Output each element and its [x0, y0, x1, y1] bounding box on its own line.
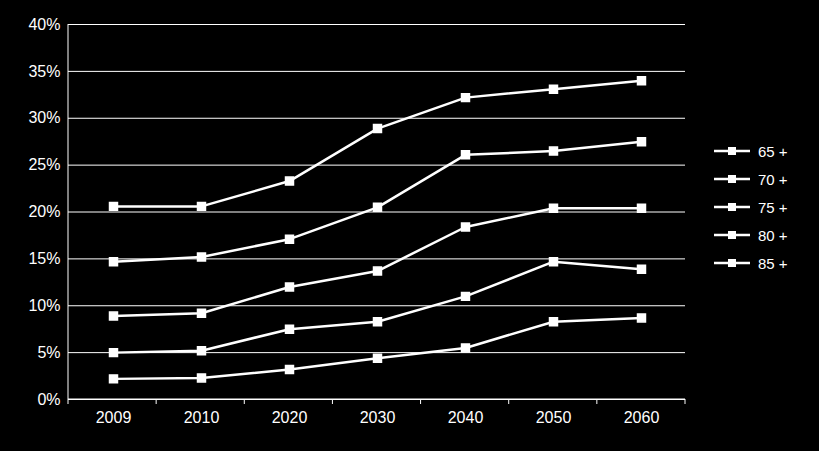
svg-text:35%: 35%: [28, 62, 60, 79]
svg-text:40%: 40%: [28, 16, 60, 33]
html-text:85 +: 85 +: [758, 254, 788, 272]
html-text:80 +: 80 +: [758, 226, 788, 244]
svg-text:15%: 15%: [28, 250, 60, 267]
svg-text:2020: 2020: [272, 409, 308, 426]
svg-text:2040: 2040: [448, 409, 484, 426]
svg-text:2060: 2060: [624, 409, 660, 426]
svg-text:5%: 5%: [37, 344, 60, 361]
html-text:75 +: 75 +: [758, 198, 788, 216]
svg-text:0%: 0%: [37, 391, 60, 408]
svg-text:20%: 20%: [28, 203, 60, 220]
svg-text:25%: 25%: [28, 156, 60, 173]
html-text:70 +: 70 +: [758, 170, 788, 188]
svg-text:2050: 2050: [536, 409, 572, 426]
svg-text:2010: 2010: [184, 409, 220, 426]
svg-text:30%: 30%: [28, 109, 60, 126]
html-text:65 +: 65 +: [758, 142, 788, 160]
svg-text:2009: 2009: [96, 409, 132, 426]
svg-text:10%: 10%: [28, 297, 60, 314]
svg-text:2030: 2030: [360, 409, 396, 426]
